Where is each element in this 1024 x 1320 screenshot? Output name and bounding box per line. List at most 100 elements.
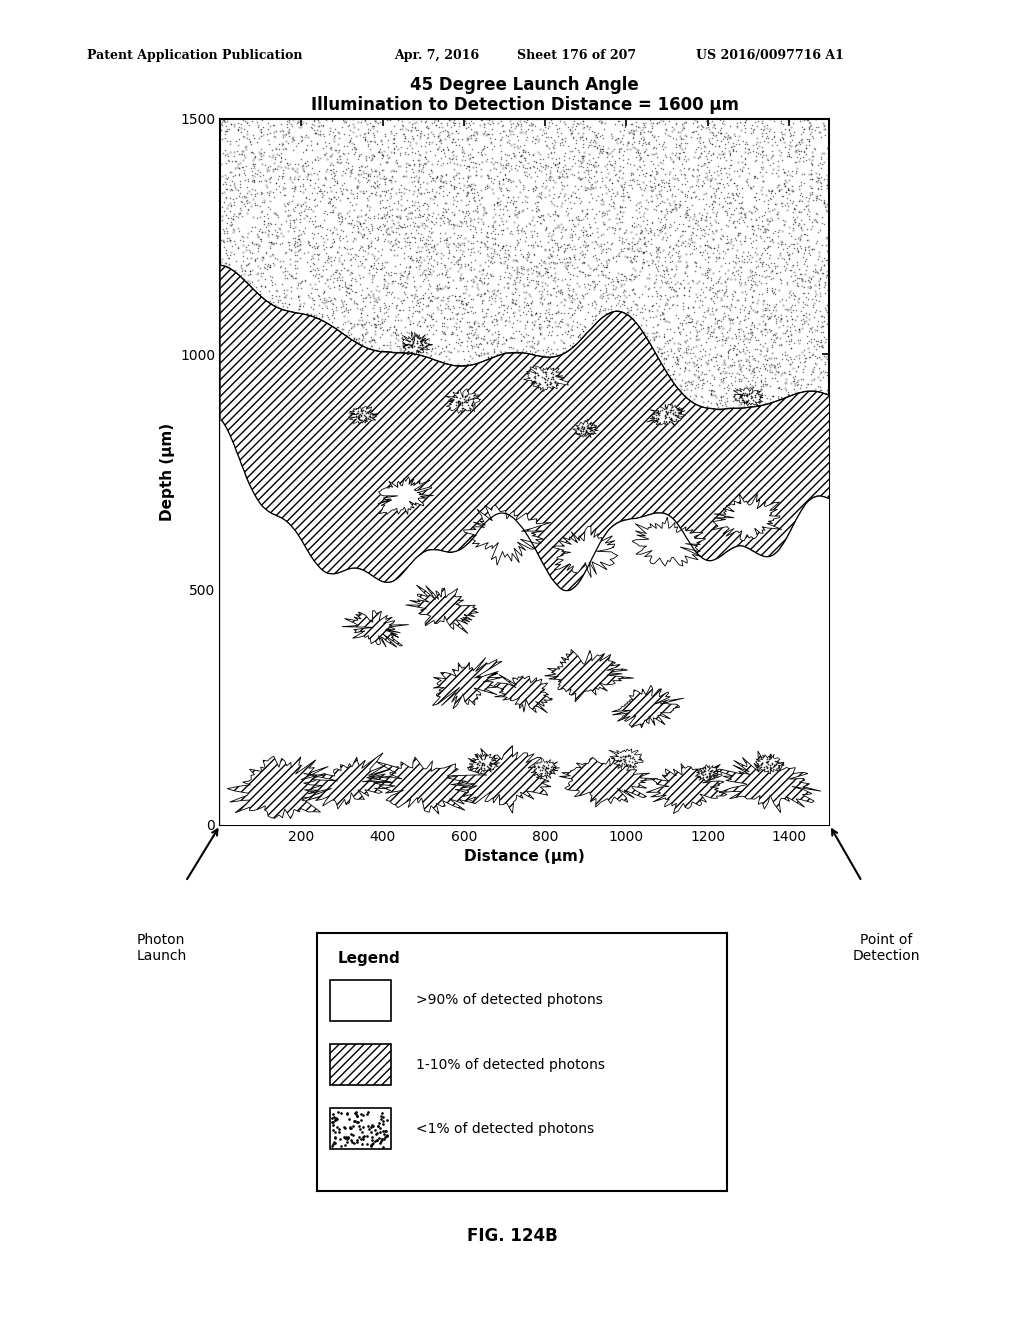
Point	[615, 182, 632, 203]
Point	[352, 164, 369, 185]
Point	[300, 164, 316, 185]
Point	[767, 194, 783, 215]
Point	[678, 111, 694, 132]
Point	[274, 226, 291, 247]
Point	[295, 293, 311, 314]
Point	[509, 264, 525, 285]
Point	[540, 127, 556, 148]
Point	[366, 329, 382, 350]
Point	[461, 133, 477, 154]
Point	[551, 248, 567, 269]
Point	[713, 345, 729, 366]
Point	[720, 342, 736, 363]
Point	[302, 235, 318, 256]
Point	[755, 310, 771, 331]
Point	[278, 139, 294, 160]
Point	[508, 197, 524, 218]
Point	[483, 323, 500, 345]
Point	[731, 209, 748, 230]
Point	[766, 121, 782, 143]
Point	[728, 325, 744, 346]
Point	[340, 310, 356, 331]
Point	[250, 240, 266, 261]
Point	[744, 375, 761, 396]
Point	[779, 193, 796, 214]
Point	[399, 190, 416, 211]
Point	[542, 374, 558, 395]
Point	[249, 223, 265, 244]
Point	[565, 247, 582, 268]
Point	[702, 145, 719, 166]
Point	[556, 150, 572, 172]
Point	[784, 124, 801, 145]
Point	[730, 224, 746, 246]
Point	[319, 149, 336, 170]
Point	[311, 302, 328, 323]
Point	[355, 314, 372, 335]
Point	[322, 236, 338, 257]
Point	[502, 169, 518, 190]
Point	[510, 222, 526, 243]
Point	[754, 119, 770, 140]
Point	[743, 177, 760, 198]
Point	[725, 391, 741, 412]
Point	[753, 375, 769, 396]
Point	[523, 119, 540, 140]
Point	[312, 215, 329, 236]
Point	[501, 244, 517, 265]
Point	[458, 385, 474, 407]
Point	[537, 158, 553, 180]
Point	[605, 216, 622, 238]
Point	[431, 169, 447, 190]
Point	[323, 255, 339, 276]
Point	[543, 362, 559, 383]
Point	[368, 257, 384, 279]
Point	[504, 223, 520, 244]
Point	[439, 296, 456, 317]
Point	[434, 286, 451, 308]
Point	[655, 352, 672, 374]
Point	[487, 218, 504, 239]
Point	[220, 119, 237, 140]
Point	[354, 300, 371, 321]
Point	[742, 269, 759, 290]
Point	[541, 322, 557, 343]
Point	[780, 350, 797, 371]
Point	[643, 234, 659, 255]
Point	[469, 240, 485, 261]
Point	[450, 121, 466, 143]
Point	[727, 216, 743, 238]
Point	[567, 282, 584, 304]
Point	[307, 273, 324, 294]
Point	[682, 308, 698, 329]
Point	[439, 198, 456, 219]
Point	[626, 234, 642, 255]
Point	[541, 231, 557, 252]
Title: 45 Degree Launch Angle
Illumination to Detection Distance = 1600 μm: 45 Degree Launch Angle Illumination to D…	[311, 75, 738, 115]
Point	[641, 331, 657, 352]
Point	[597, 112, 613, 133]
Point	[821, 223, 838, 244]
Point	[757, 240, 773, 261]
Point	[756, 345, 772, 366]
Point	[819, 384, 836, 405]
Point	[388, 318, 404, 339]
Point	[733, 206, 750, 227]
Point	[549, 338, 565, 359]
Point	[739, 308, 756, 329]
Point	[584, 305, 600, 326]
Point	[765, 325, 781, 346]
Point	[232, 203, 249, 224]
Point	[598, 255, 614, 276]
Point	[740, 384, 757, 405]
Point	[634, 135, 650, 156]
Point	[630, 231, 646, 252]
Point	[275, 280, 292, 301]
Point	[413, 182, 429, 203]
Point	[745, 168, 762, 189]
Point	[658, 318, 675, 339]
Point	[693, 156, 710, 177]
Point	[550, 186, 566, 207]
Point	[807, 253, 823, 275]
Point	[599, 273, 615, 294]
